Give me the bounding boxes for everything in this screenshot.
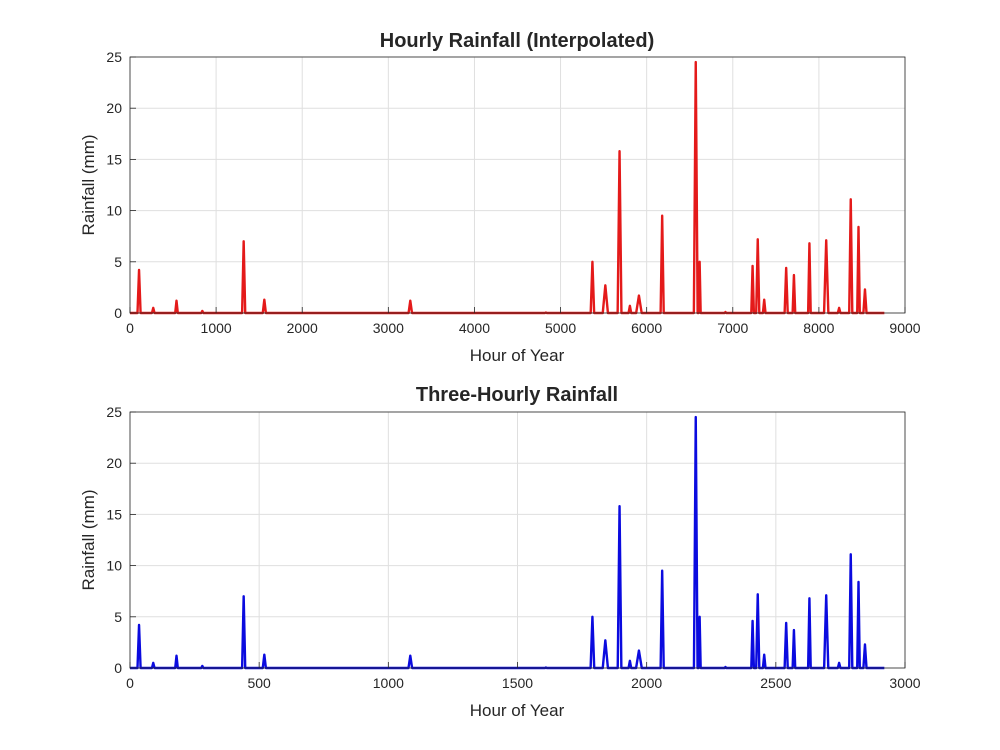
- x-tick-label: 9000: [889, 320, 920, 336]
- x-ticks: 0 500 1000 1500 2000 2500 3000: [126, 662, 921, 691]
- y-tick-label: 20: [106, 100, 122, 116]
- x-tick-label: 0: [126, 675, 134, 691]
- y-tick-label: 10: [106, 558, 122, 574]
- x-tick-label: 1000: [201, 320, 232, 336]
- y-tick-label: 15: [106, 506, 122, 522]
- y-tick-label: 0: [114, 660, 122, 676]
- x-tick-label: 8000: [803, 320, 834, 336]
- x-tick-label: 0: [126, 320, 134, 336]
- y-ticks: 0 5 10 15 20 25: [106, 404, 136, 676]
- plot-area: [130, 57, 905, 313]
- x-tick-label: 2000: [287, 320, 318, 336]
- x-axis-label: Hour of Year: [470, 346, 565, 365]
- hourly-rainfall-chart: 0 1000 2000 3000 4000 5000 6000 7000 8000 9000 0 5…: [79, 30, 921, 365]
- y-tick-label: 0: [114, 305, 122, 321]
- three-hourly-rainfall-chart: 0 500 1000 1500 2000 2500 3000 0 5 10 15 20 25 Thre…: [79, 384, 921, 720]
- x-tick-label: 1000: [373, 675, 404, 691]
- y-tick-label: 10: [106, 203, 122, 219]
- y-tick-label: 5: [114, 609, 122, 625]
- y-axis-label: Rainfall (mm): [79, 489, 98, 590]
- x-tick-label: 6000: [631, 320, 662, 336]
- x-tick-label: 3000: [373, 320, 404, 336]
- y-axis-label: Rainfall (mm): [79, 134, 98, 235]
- x-axis-label: Hour of Year: [470, 701, 565, 720]
- x-tick-label: 5000: [545, 320, 576, 336]
- x-tick-label: 3000: [889, 675, 920, 691]
- x-ticks: 0 1000 2000 3000 4000 5000 6000 7000 8000 9000: [126, 307, 921, 336]
- y-ticks: 0 5 10 15 20 25: [106, 49, 136, 321]
- x-tick-label: 1500: [502, 675, 533, 691]
- chart-title: Three-Hourly Rainfall: [416, 384, 618, 406]
- y-tick-label: 25: [106, 404, 122, 420]
- x-tick-label: 4000: [459, 320, 490, 336]
- y-tick-label: 5: [114, 254, 122, 270]
- x-tick-label: 2000: [631, 675, 662, 691]
- y-tick-label: 20: [106, 455, 122, 471]
- x-tick-label: 7000: [717, 320, 748, 336]
- y-tick-label: 15: [106, 151, 122, 167]
- chart-title: Hourly Rainfall (Interpolated): [380, 30, 654, 52]
- axes-frame: [129, 56, 906, 314]
- x-tick-label: 500: [247, 675, 271, 691]
- y-tick-label: 25: [106, 49, 122, 65]
- x-tick-label: 2500: [760, 675, 791, 691]
